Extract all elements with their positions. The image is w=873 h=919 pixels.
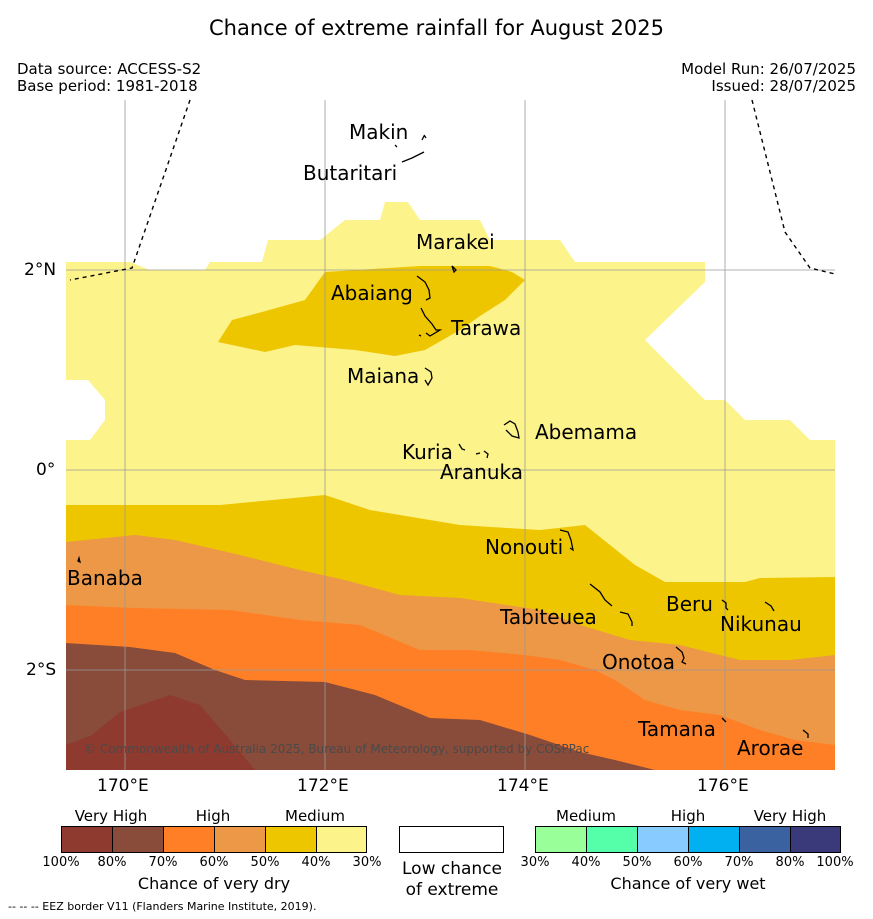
label-arorae: Arorae	[737, 736, 804, 760]
region-dry-50-40-north	[218, 266, 525, 356]
wet-tick: 50%	[622, 855, 652, 870]
low-chance-swatch	[399, 826, 504, 853]
label-nonouti: Nonouti	[485, 535, 564, 559]
label-marakei: Marakei	[416, 230, 495, 254]
wet-category-high: High	[670, 807, 706, 825]
island-tabiteuea	[589, 583, 633, 626]
label-tamana: Tamana	[638, 717, 716, 741]
wet-colorbar	[535, 826, 841, 853]
label-butaritari: Butaritari	[303, 161, 398, 185]
dry-tick: 80%	[97, 855, 127, 870]
lon-label-170e: 170°E	[97, 776, 149, 796]
dry-tick: 100%	[42, 855, 80, 870]
wet-tick: 40%	[571, 855, 601, 870]
eez-border	[69, 99, 836, 281]
label-onotoa: Onotoa	[602, 650, 675, 674]
island-nonouti	[559, 529, 574, 552]
wet-swatch-30-40	[536, 827, 587, 852]
low-chance-line1: Low chance	[402, 859, 502, 879]
wet-ticks: 30% 40% 50% 60% 70% 80% 100%	[521, 855, 854, 871]
wet-swatch-40-50	[587, 827, 638, 852]
dry-colorbar	[61, 826, 367, 853]
island-kuria	[458, 443, 466, 451]
island-outlines	[77, 134, 809, 738]
label-aranuka: Aranuka	[440, 460, 523, 484]
page-title: Chance of extreme rainfall for August 20…	[209, 16, 664, 40]
label-nikunau: Nikunau	[720, 612, 802, 636]
label-banaba: Banaba	[67, 566, 143, 590]
dry-swatch-70-60	[164, 827, 215, 852]
wet-legend-title: Chance of very wet	[610, 874, 766, 893]
copyright-notice: © Commonwealth of Australia 2025, Bureau…	[84, 742, 590, 756]
wet-tick: 60%	[673, 855, 703, 870]
wet-tick: 30%	[520, 855, 550, 870]
label-makin: Makin	[349, 120, 409, 144]
island-nikunau	[764, 601, 775, 612]
region-dry-100-80	[66, 695, 255, 770]
dry-ticks: 100% 80% 70% 60% 50% 40% 30%	[42, 855, 381, 871]
wet-tick: 80%	[775, 855, 805, 870]
eez-note: -- -- -- EEZ border V11 (Flanders Marine…	[8, 900, 317, 913]
dry-tick: 70%	[148, 855, 178, 870]
lat-label-0: 0°	[36, 460, 56, 480]
base-period: Base period: 1981-2018	[17, 77, 198, 95]
island-banaba	[77, 555, 81, 564]
label-kuria: Kuria	[402, 440, 453, 464]
label-abemama: Abemama	[535, 420, 638, 444]
wet-swatch-80-100	[791, 827, 840, 852]
label-abaiang: Abaiang	[331, 281, 413, 305]
wet-category-very-high: Very High	[753, 807, 827, 825]
lon-label-172e: 172°E	[297, 776, 349, 796]
wet-tick: 70%	[724, 855, 754, 870]
label-beru: Beru	[666, 592, 713, 616]
dry-tick: 50%	[250, 855, 280, 870]
island-aranuka	[475, 450, 489, 459]
island-abemama	[503, 420, 520, 439]
island-onotoa	[675, 646, 687, 665]
dry-category-high: High	[195, 807, 231, 825]
island-arorae	[802, 729, 809, 738]
issued-date: Issued: 28/07/2025	[711, 77, 856, 95]
dry-swatch-100-80	[62, 827, 113, 852]
wet-category-medium: Medium	[556, 807, 616, 825]
dry-category-medium: Medium	[285, 807, 345, 825]
label-tabiteuea: Tabiteuea	[500, 605, 597, 629]
lat-label-2n: 2°N	[24, 260, 57, 280]
island-maiana	[424, 367, 433, 387]
dry-swatch-60-50	[215, 827, 266, 852]
data-source: Data source: ACCESS-S2	[17, 60, 202, 78]
island-abaiang	[416, 275, 431, 301]
wet-swatch-50-60	[638, 827, 689, 852]
dry-tick: 40%	[301, 855, 331, 870]
dry-legend-title: Chance of very dry	[137, 874, 291, 893]
dry-tick: 30%	[352, 855, 382, 870]
lat-label-2s: 2°S	[26, 660, 57, 680]
island-marakei	[451, 265, 457, 274]
wet-tick: 100%	[816, 855, 854, 870]
dry-swatch-50-40	[266, 827, 317, 852]
model-run: Model Run: 26/07/2025	[681, 60, 856, 78]
label-tarawa: Tarawa	[451, 316, 522, 340]
lon-label-176e: 176°E	[697, 776, 749, 796]
low-chance-line2: of extreme	[405, 880, 499, 900]
dry-swatch-40-30	[317, 827, 366, 852]
island-beru	[721, 599, 729, 611]
wet-swatch-70-80	[740, 827, 791, 852]
wet-swatch-60-70	[689, 827, 740, 852]
lon-label-174e: 174°E	[497, 776, 549, 796]
dry-tick: 60%	[199, 855, 229, 870]
dry-category-very-high: Very High	[74, 807, 148, 825]
gridlines	[66, 100, 835, 770]
island-tarawa	[418, 307, 443, 337]
island-makin	[421, 134, 427, 141]
label-maiana: Maiana	[347, 364, 420, 388]
island-butaritari	[394, 144, 425, 163]
island-tamana	[721, 717, 727, 723]
dry-swatch-80-70	[113, 827, 164, 852]
